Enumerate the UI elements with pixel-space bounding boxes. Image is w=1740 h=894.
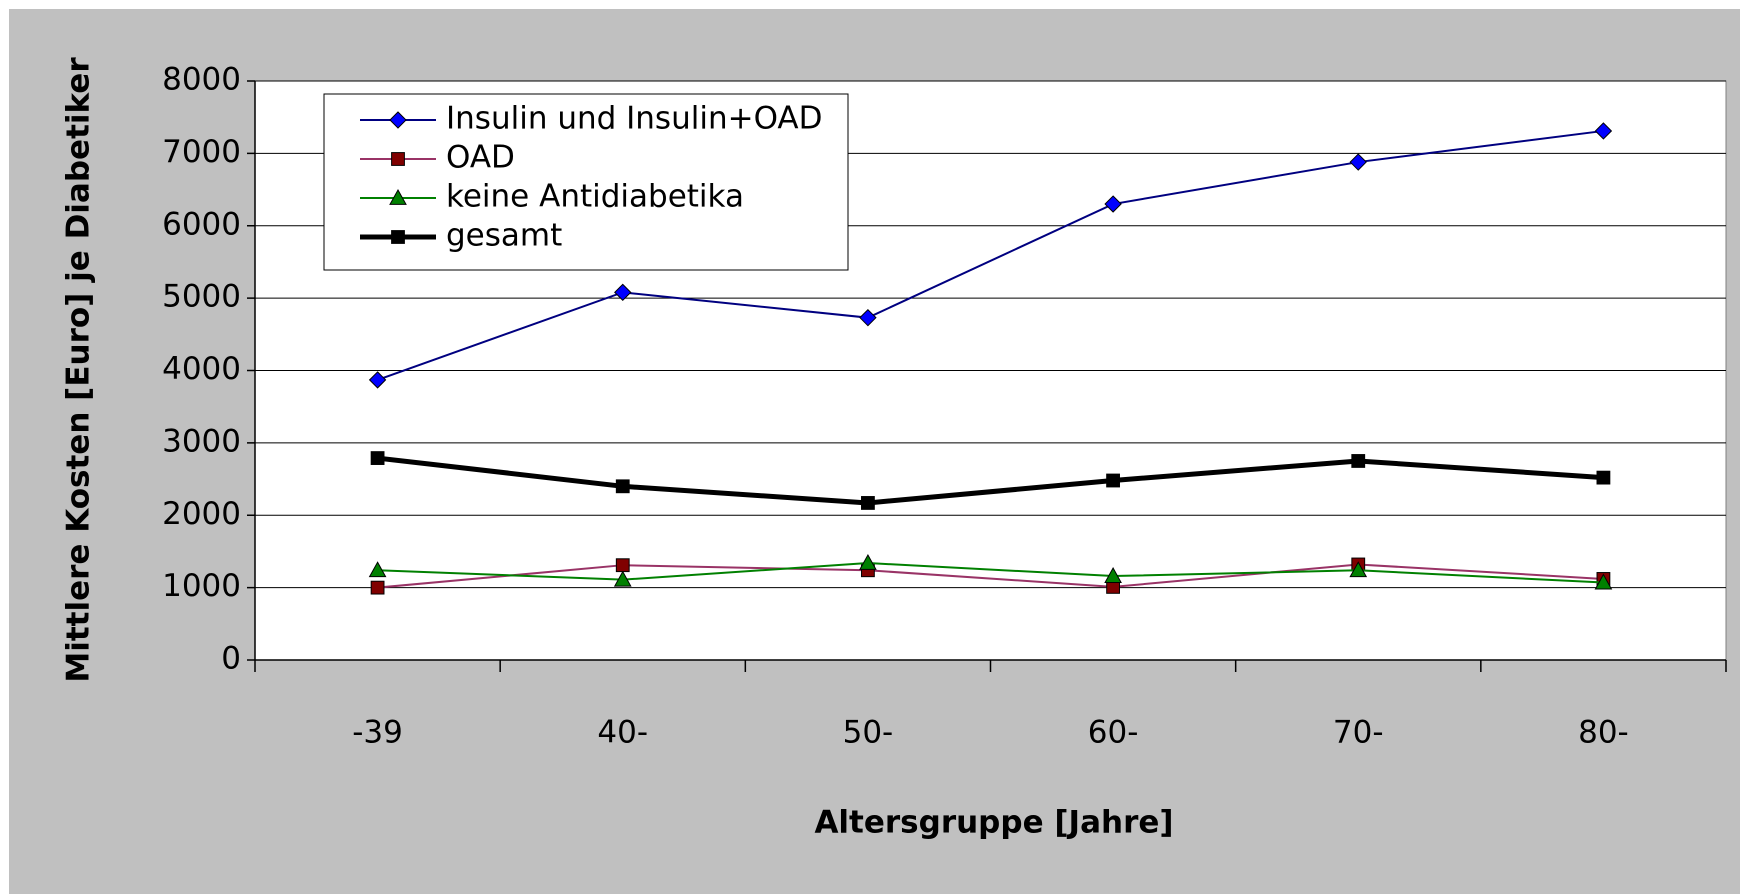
legend-marker (391, 230, 405, 244)
x-tick-label: 60- (1088, 715, 1139, 751)
legend-label: Insulin und Insulin+OAD (446, 101, 823, 137)
marker (1349, 153, 1367, 171)
y-tick-label: 4000 (162, 351, 241, 387)
marker (1104, 195, 1122, 213)
marker (615, 479, 630, 494)
legend-label: OAD (446, 140, 515, 176)
marker (613, 570, 632, 587)
x-tick-label: 70- (1333, 715, 1384, 751)
marker (614, 283, 632, 302)
marker (1594, 122, 1613, 140)
x-tick-label: -39 (352, 715, 403, 751)
marker (1349, 561, 1368, 578)
marker (370, 580, 385, 595)
series-line (377, 129, 1604, 381)
marker (368, 371, 387, 389)
y-tick-label: 0 (221, 641, 241, 677)
marker (1351, 454, 1366, 468)
marker (370, 451, 385, 465)
marker (861, 496, 875, 510)
legend-label: gesamt (446, 218, 562, 254)
legend-marker (389, 188, 407, 205)
legend-label: keine Antidiabetika (446, 179, 744, 215)
x-tick-label: 80- (1578, 715, 1629, 751)
y-tick-label: 5000 (162, 279, 241, 315)
y-tick-label: 7000 (162, 134, 241, 170)
y-tick-label: 3000 (162, 423, 241, 459)
y-tick-label: 6000 (162, 206, 241, 242)
marker (859, 308, 877, 327)
series-line (377, 563, 1604, 589)
marker (1104, 567, 1122, 583)
marker (368, 561, 387, 578)
x-axis-label: Altersgruppe [Jahre] (814, 805, 1173, 841)
y-tick-label: 2000 (162, 496, 241, 532)
marker (615, 558, 630, 573)
y-tick-label: 8000 (162, 62, 241, 98)
y-tick-label: 1000 (162, 568, 241, 604)
series-line (377, 455, 1604, 506)
legend-box (323, 93, 849, 271)
series-line (377, 562, 1604, 584)
marker (1596, 470, 1611, 485)
legend-marker (389, 111, 407, 129)
marker (1594, 573, 1613, 590)
x-tick-label: 40- (597, 715, 648, 751)
marker (859, 553, 877, 570)
x-tick-label: 50- (843, 715, 894, 751)
legend-marker (391, 152, 405, 166)
marker (1106, 473, 1120, 488)
y-axis-label: Mittlere Kosten [Euro] je Diabetiker (61, 57, 97, 683)
